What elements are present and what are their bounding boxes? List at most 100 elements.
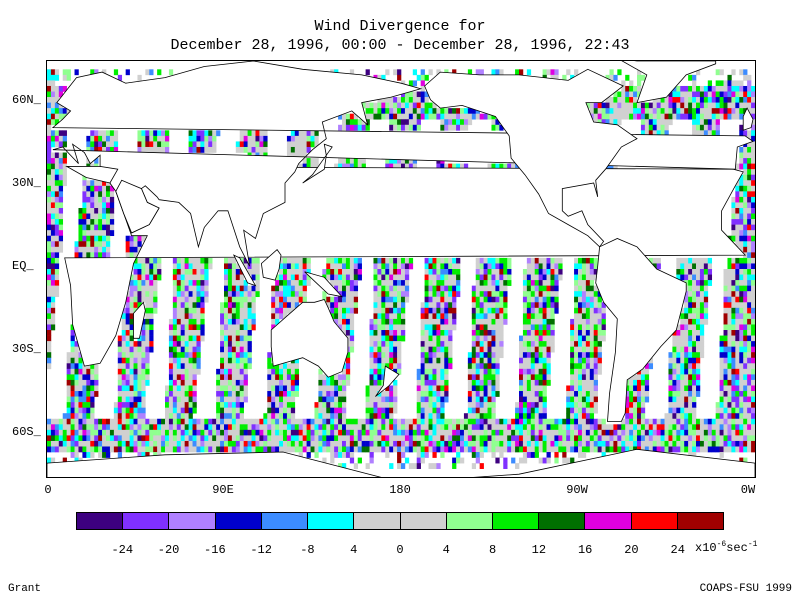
divergence-cell bbox=[353, 124, 359, 131]
divergence-cell bbox=[452, 418, 457, 425]
divergence-cell bbox=[290, 368, 296, 375]
divergence-cell bbox=[495, 385, 500, 392]
divergence-cell bbox=[644, 440, 650, 447]
divergence-cell bbox=[562, 418, 567, 425]
divergence-cell bbox=[448, 363, 453, 370]
divergence-cell bbox=[50, 141, 56, 148]
divergence-cell bbox=[220, 407, 225, 414]
divergence-cell bbox=[444, 391, 449, 397]
divergence-cell bbox=[743, 152, 748, 159]
divergence-cell bbox=[735, 274, 740, 281]
divergence-cell bbox=[145, 130, 150, 137]
divergence-cell bbox=[495, 124, 500, 131]
divergence-cell bbox=[731, 285, 736, 292]
divergence-cell bbox=[318, 418, 323, 425]
divergence-cell bbox=[546, 357, 551, 364]
divergence-cell bbox=[125, 246, 130, 253]
divergence-cell bbox=[743, 424, 748, 431]
divergence-cell bbox=[204, 130, 209, 137]
divergence-cell bbox=[408, 418, 414, 425]
divergence-cell bbox=[157, 141, 162, 148]
divergence-cell bbox=[723, 302, 728, 309]
divergence-cell bbox=[719, 424, 724, 431]
divergence-cell bbox=[188, 341, 193, 347]
divergence-cell bbox=[121, 402, 126, 408]
divergence-cell bbox=[196, 313, 201, 320]
divergence-cell bbox=[676, 341, 681, 347]
divergence-cell bbox=[275, 418, 280, 425]
divergence-cell bbox=[66, 418, 71, 425]
divergence-cell bbox=[82, 368, 87, 375]
divergence-cell bbox=[428, 263, 433, 270]
divergence-cell bbox=[715, 69, 720, 76]
divergence-cell bbox=[345, 446, 351, 453]
divergence-cell bbox=[487, 313, 492, 320]
divergence-cell bbox=[373, 391, 378, 397]
divergence-cell bbox=[196, 440, 201, 447]
divergence-cell bbox=[349, 435, 355, 442]
divergence-cell bbox=[94, 385, 99, 392]
divergence-cell bbox=[62, 74, 67, 81]
divergence-cell bbox=[542, 69, 547, 76]
divergence-cell bbox=[314, 424, 319, 431]
divergence-cell bbox=[381, 357, 386, 364]
divergence-cell bbox=[460, 429, 465, 436]
divergence-cell bbox=[224, 324, 229, 331]
divergence-cell bbox=[703, 97, 709, 103]
divergence-cell bbox=[420, 69, 425, 76]
divergence-cell bbox=[491, 440, 496, 447]
divergence-cell bbox=[668, 385, 673, 392]
divergence-cell bbox=[542, 307, 547, 314]
divergence-cell bbox=[397, 335, 402, 342]
divergence-cell bbox=[751, 141, 755, 148]
divergence-cell bbox=[216, 446, 221, 453]
divergence-cell bbox=[703, 91, 709, 98]
divergence-cell bbox=[275, 274, 280, 281]
divergence-cell bbox=[334, 418, 339, 425]
divergence-cell bbox=[86, 385, 91, 392]
divergence-cell bbox=[389, 285, 394, 292]
divergence-cell bbox=[125, 313, 130, 320]
divergence-cell bbox=[660, 429, 665, 436]
divergence-cell bbox=[637, 413, 642, 420]
divergence-cell bbox=[330, 313, 335, 320]
divergence-cell bbox=[192, 385, 197, 392]
divergence-cell bbox=[424, 368, 429, 375]
divergence-cell bbox=[581, 440, 587, 447]
divergence-cell bbox=[78, 418, 83, 425]
divergence-cell bbox=[239, 274, 244, 281]
divergence-cell bbox=[593, 352, 598, 359]
divergence-cell bbox=[279, 274, 284, 281]
divergence-cell bbox=[440, 330, 445, 336]
divergence-cell bbox=[723, 418, 728, 425]
divergence-cell bbox=[688, 407, 693, 414]
divergence-cell bbox=[224, 391, 229, 397]
divergence-cell bbox=[491, 413, 496, 420]
divergence-cell bbox=[432, 318, 437, 325]
divergence-cell bbox=[404, 108, 410, 114]
divergence-cell bbox=[633, 102, 638, 109]
divergence-cell bbox=[326, 274, 331, 281]
divergence-cell bbox=[440, 280, 445, 286]
divergence-cell bbox=[688, 413, 693, 420]
divergence-cell bbox=[448, 440, 453, 447]
divergence-cell bbox=[220, 379, 225, 386]
divergence-cell bbox=[192, 396, 197, 403]
divergence-cell bbox=[168, 363, 174, 370]
divergence-cell bbox=[231, 324, 237, 331]
divergence-cell bbox=[731, 346, 736, 353]
divergence-cell bbox=[542, 274, 547, 281]
divergence-cell bbox=[526, 318, 532, 325]
divergence-cell bbox=[491, 307, 496, 314]
divergence-cell bbox=[231, 335, 237, 342]
divergence-cell bbox=[271, 385, 276, 392]
divergence-cell bbox=[247, 318, 252, 325]
divergence-cell bbox=[731, 313, 736, 320]
divergence-cell bbox=[385, 302, 390, 309]
divergence-cell bbox=[534, 269, 539, 275]
divergence-cell bbox=[220, 368, 225, 375]
divergence-cell bbox=[487, 368, 492, 375]
divergence-cell bbox=[739, 402, 744, 408]
divergence-cell bbox=[743, 207, 748, 214]
divergence-cell bbox=[534, 302, 539, 309]
